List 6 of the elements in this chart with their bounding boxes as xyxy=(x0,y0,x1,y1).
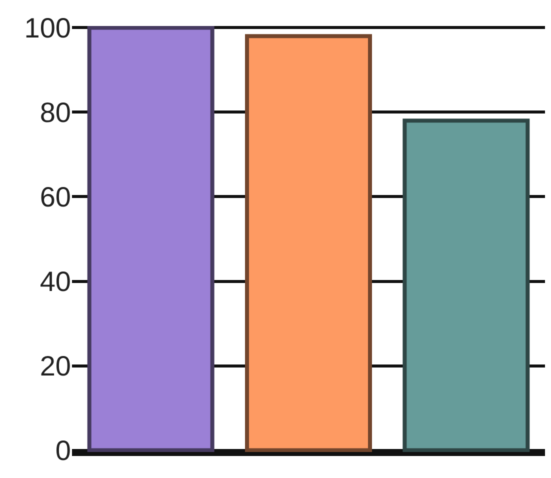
y-tick-label: 0 xyxy=(55,435,71,466)
y-tick-label: 20 xyxy=(40,350,71,382)
y-tick-label: 100 xyxy=(24,12,71,44)
y-tick-label: 60 xyxy=(40,182,71,213)
y-tick-label: 80 xyxy=(40,97,71,128)
y-tick-label: 40 xyxy=(40,266,71,298)
